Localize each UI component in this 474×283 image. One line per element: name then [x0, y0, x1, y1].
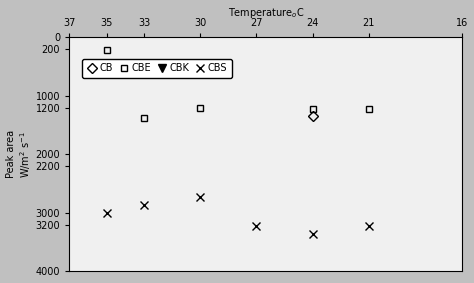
Legend: CB, CBE, CBK, CBS: CB, CBE, CBK, CBS	[82, 59, 232, 78]
CBS	[310, 232, 315, 236]
CBS	[366, 224, 372, 228]
Line: CB: CB	[103, 113, 372, 283]
X-axis label: Temperature$_o$C: Temperature$_o$C	[228, 6, 304, 20]
CBE	[310, 108, 315, 111]
CBE	[141, 116, 147, 120]
CBS	[104, 211, 109, 215]
CBE	[104, 49, 109, 52]
CBE	[366, 107, 372, 110]
CBE	[198, 106, 203, 110]
Y-axis label: Peak area
W/m$^2$ s$^{-1}$: Peak area W/m$^2$ s$^{-1}$	[6, 130, 33, 179]
Line: CBE: CBE	[103, 47, 372, 283]
CBS	[141, 203, 147, 206]
CB	[310, 115, 315, 118]
Line: CBS: CBS	[102, 192, 373, 238]
CBS	[198, 195, 203, 198]
CBS	[254, 224, 259, 228]
